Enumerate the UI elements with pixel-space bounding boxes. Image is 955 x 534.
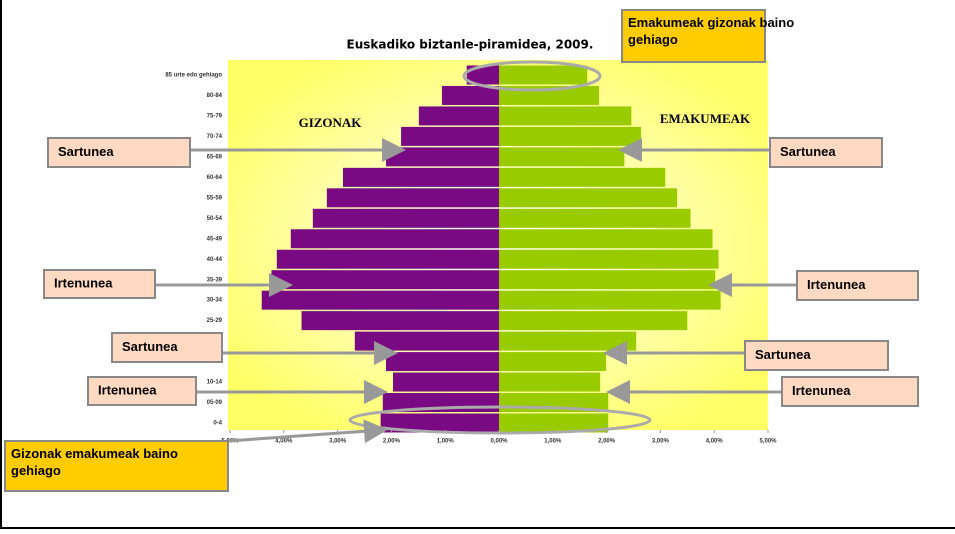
bar: [499, 413, 609, 433]
x-tick-label: 4,00%: [706, 439, 724, 445]
y-tick-label: 05-09: [207, 400, 223, 406]
x-tick-label: 4,00%: [275, 439, 293, 445]
bar: [326, 188, 499, 208]
series-label: GIZONAK: [299, 115, 363, 130]
y-tick-label: 25-29: [207, 318, 223, 324]
bar: [418, 106, 499, 126]
callout-text: Sartunea: [780, 144, 836, 159]
y-tick-label: 65-69: [207, 154, 223, 160]
callout-box: [87, 376, 197, 406]
bar: [401, 126, 499, 146]
y-tick-label: 75-79: [207, 114, 223, 120]
series-label: EMAKUMEAK: [660, 111, 751, 126]
x-tick-label: 1,00%: [437, 439, 455, 445]
y-tick-label: 50-54: [207, 216, 223, 222]
bar: [499, 311, 688, 331]
callout-text: Gizonak emakumeak baino gehiago: [11, 446, 178, 478]
x-tick-label: 0,00%: [490, 439, 508, 445]
bar: [386, 147, 499, 167]
x-tick-label: 1,00%: [544, 439, 562, 445]
y-tick-label: 55-59: [207, 195, 223, 201]
bar: [499, 249, 719, 269]
x-tick-label: 2,00%: [383, 439, 401, 445]
callout-text: Irtenunea: [807, 277, 866, 292]
callout-box: [43, 269, 156, 299]
highlight-ellipse: [462, 60, 602, 92]
bar: [499, 126, 642, 146]
bar: [499, 147, 625, 167]
bar: [380, 413, 499, 433]
bar: [499, 331, 637, 351]
bar: [466, 65, 499, 85]
bar: [499, 290, 721, 310]
y-tick-label: 70-74: [207, 134, 223, 140]
y-tick-label: 10-14: [207, 380, 223, 386]
bar: [499, 229, 713, 249]
bar: [499, 188, 678, 208]
bar: [441, 85, 499, 105]
bar: [499, 352, 607, 372]
callout-box: [781, 376, 919, 407]
y-tick-label: 35-39: [207, 277, 223, 283]
bar: [290, 229, 499, 249]
x-tick-label: 2,00%: [598, 439, 616, 445]
y-tick-label: 60-64: [207, 175, 223, 181]
chart-title: Euskadiko biztanle-piramidea, 2009.: [347, 38, 594, 52]
bar: [261, 290, 499, 310]
x-tick-label: 3,00%: [652, 439, 670, 445]
callout-text: Irtenunea: [98, 382, 157, 397]
callout-box: [47, 137, 191, 168]
y-tick-label: 80-84: [207, 93, 223, 99]
bar: [271, 270, 499, 290]
bar: [276, 249, 499, 269]
bar: [301, 311, 499, 331]
bar: [499, 208, 691, 228]
bar: [499, 65, 588, 85]
callout-text: Sartunea: [58, 144, 114, 159]
callout-text: Sartunea: [122, 339, 178, 354]
y-tick-label: 45-49: [207, 236, 223, 242]
callout-box: [4, 440, 229, 492]
bar: [499, 372, 601, 392]
callout-box: [621, 9, 766, 63]
bar: [312, 208, 499, 228]
bar: [354, 331, 499, 351]
callout-text: Emakumeak gizonak baino gehiago: [628, 15, 794, 47]
y-tick-label: 85 urte edo gehiago: [165, 73, 222, 79]
callout-box: [769, 137, 883, 168]
callout-box: [111, 332, 223, 363]
bar: [499, 167, 666, 187]
callout-box: [744, 340, 889, 371]
bar: [499, 106, 632, 126]
bar: [499, 270, 716, 290]
arrow: [227, 419, 388, 444]
callout-text: Sartunea: [755, 347, 811, 362]
callout-text: Irtenunea: [54, 275, 113, 290]
bar: [386, 352, 499, 372]
bar: [342, 167, 499, 187]
x-tick-label: 3,00%: [329, 439, 347, 445]
callout-text: Irtenunea: [792, 383, 851, 398]
callout-box: [796, 270, 919, 301]
x-tick-label: 5,00%: [759, 439, 777, 445]
y-tick-label: 0-4: [213, 421, 222, 427]
highlight-ellipse: [348, 405, 652, 435]
y-tick-label: 30-34: [207, 298, 223, 304]
y-tick-label: 40-44: [207, 257, 223, 263]
bar: [393, 372, 499, 392]
